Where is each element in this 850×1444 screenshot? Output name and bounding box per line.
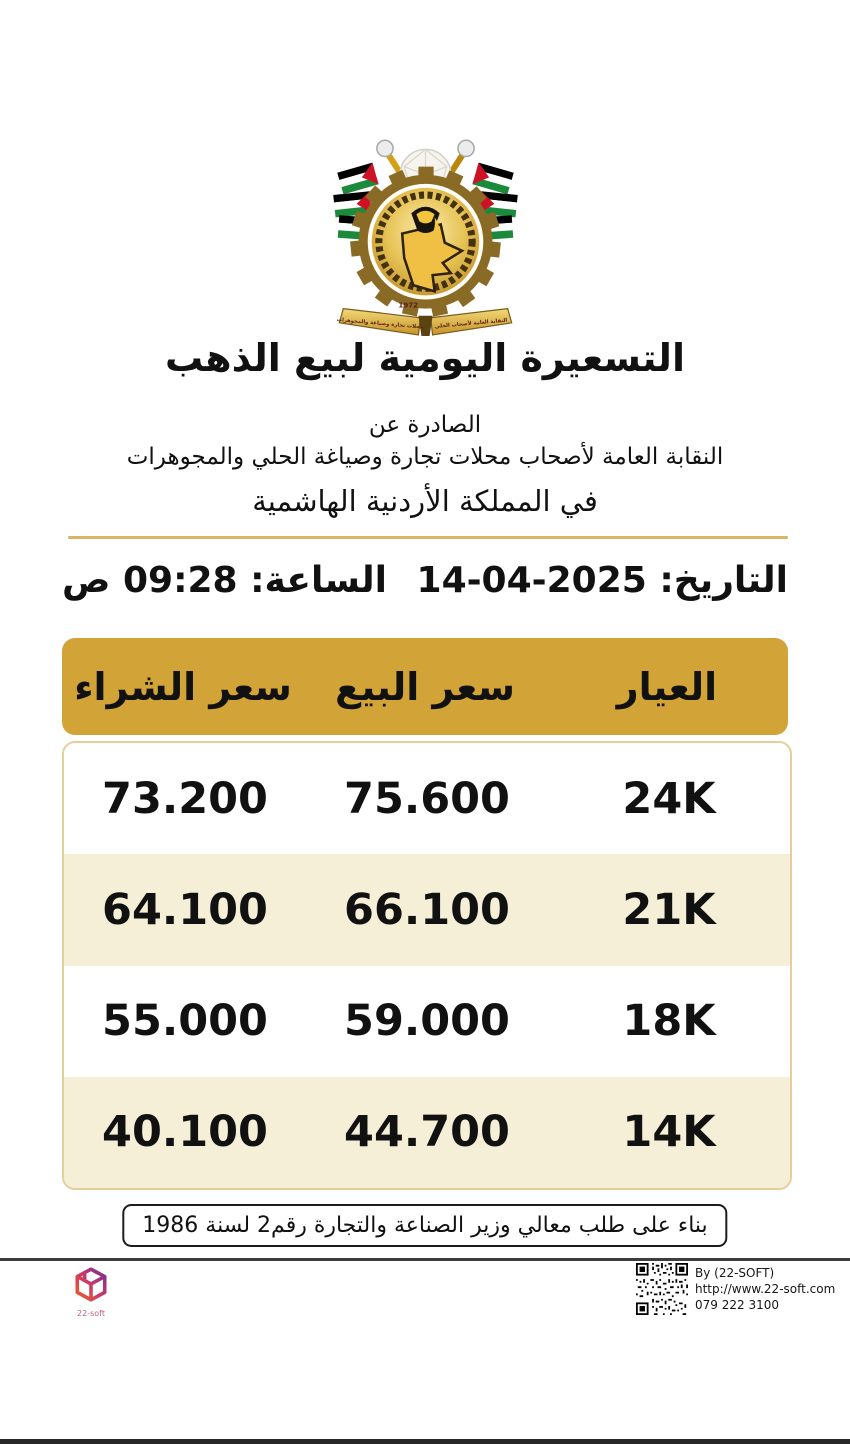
buy-price: 73.200 [102, 773, 268, 824]
footer-separator [0, 1258, 850, 1261]
date-field: التاريخ: 14-04-2025 [417, 560, 788, 601]
datetime-row: التاريخ: 14-04-2025 الساعة: 09:28 ص [62, 560, 788, 601]
logo-ribbons: محلات تجارة وصياغة والمجوهرات النقابة ال… [336, 307, 512, 336]
table-row-24k: 24K 75.600 73.200 [64, 743, 790, 854]
kingdom-line: في المملكة الأردنية الهاشمية [252, 484, 598, 518]
bottom-border [0, 1439, 850, 1444]
syndicate-logo: 1972 محلات تجارة وصياغة والمجوهرات النقا… [0, 120, 850, 338]
vendor-url: http://www.22-soft.com [695, 1281, 836, 1296]
vendor-brand-block: 22-soft [68, 1266, 114, 1318]
page-title: التسعيرة اليومية لبيع الذهب [165, 336, 685, 380]
karat-value: 14K [622, 1107, 716, 1158]
buy-price: 64.100 [102, 884, 268, 935]
date-value: 14-04-2025 [416, 560, 647, 601]
sell-price: 59.000 [344, 996, 510, 1047]
time-period: ص [62, 560, 111, 601]
gold-divider [68, 536, 788, 539]
vendor-contact-block: By (22-SOFT) http://www.22-soft.com 079 … [636, 1263, 835, 1315]
karat-value: 21K [622, 884, 716, 935]
time-value: 09:28 [122, 560, 238, 601]
karat-value: 24K [622, 773, 716, 824]
syndicate-name-line: النقابة العامة لأصحاب محلات تجارة وصياغة… [126, 444, 724, 470]
table-row-18k: 18K 59.000 55.000 [64, 966, 790, 1077]
buy-price: 55.000 [102, 996, 268, 1047]
vendor-by-line: By (22-SOFT) [695, 1266, 775, 1280]
table-row-21k: 21K 66.100 64.100 [64, 854, 790, 966]
time-field: الساعة: 09:28 ص [62, 560, 387, 601]
22soft-cube-icon [75, 1267, 107, 1302]
buy-price: 40.100 [102, 1107, 268, 1158]
sell-price: 66.100 [344, 884, 510, 935]
syndicate-logo-emblem: 1972 محلات تجارة وصياغة والمجوهرات النقا… [332, 139, 518, 336]
crucible-icon [410, 206, 440, 234]
established-year: 1972 [398, 301, 418, 310]
header-karat: العيار [616, 664, 718, 709]
vendor-contact-text: By (22-SOFT) http://www.22-soft.com 079 … [695, 1263, 835, 1313]
table-row-14k: 14K 44.700 40.100 [64, 1076, 790, 1188]
jordan-map-icon [400, 222, 465, 294]
legal-note: بناء على طلب معالي وزير الصناعة والتجارة… [122, 1204, 728, 1247]
karat-value: 18K [622, 996, 716, 1047]
vendor-phone: 079 222 3100 [695, 1297, 779, 1312]
sell-price: 44.700 [344, 1107, 510, 1158]
sell-price: 75.600 [344, 773, 510, 824]
header-buy-price: سعر الشراء [74, 664, 292, 709]
qr-code-icon [636, 1263, 688, 1315]
time-label: الساعة: [250, 560, 387, 601]
date-label: التاريخ: [659, 560, 788, 601]
issued-by-line: الصادرة عن [368, 412, 482, 438]
price-table-header: العيار سعر البيع سعر الشراء [62, 638, 788, 735]
header-sell-price: سعر البيع [335, 664, 515, 709]
vendor-brand-name: 22-soft [77, 1309, 105, 1318]
price-table-body: 24K 75.600 73.200 21K 66.100 64.100 18K … [62, 741, 792, 1190]
